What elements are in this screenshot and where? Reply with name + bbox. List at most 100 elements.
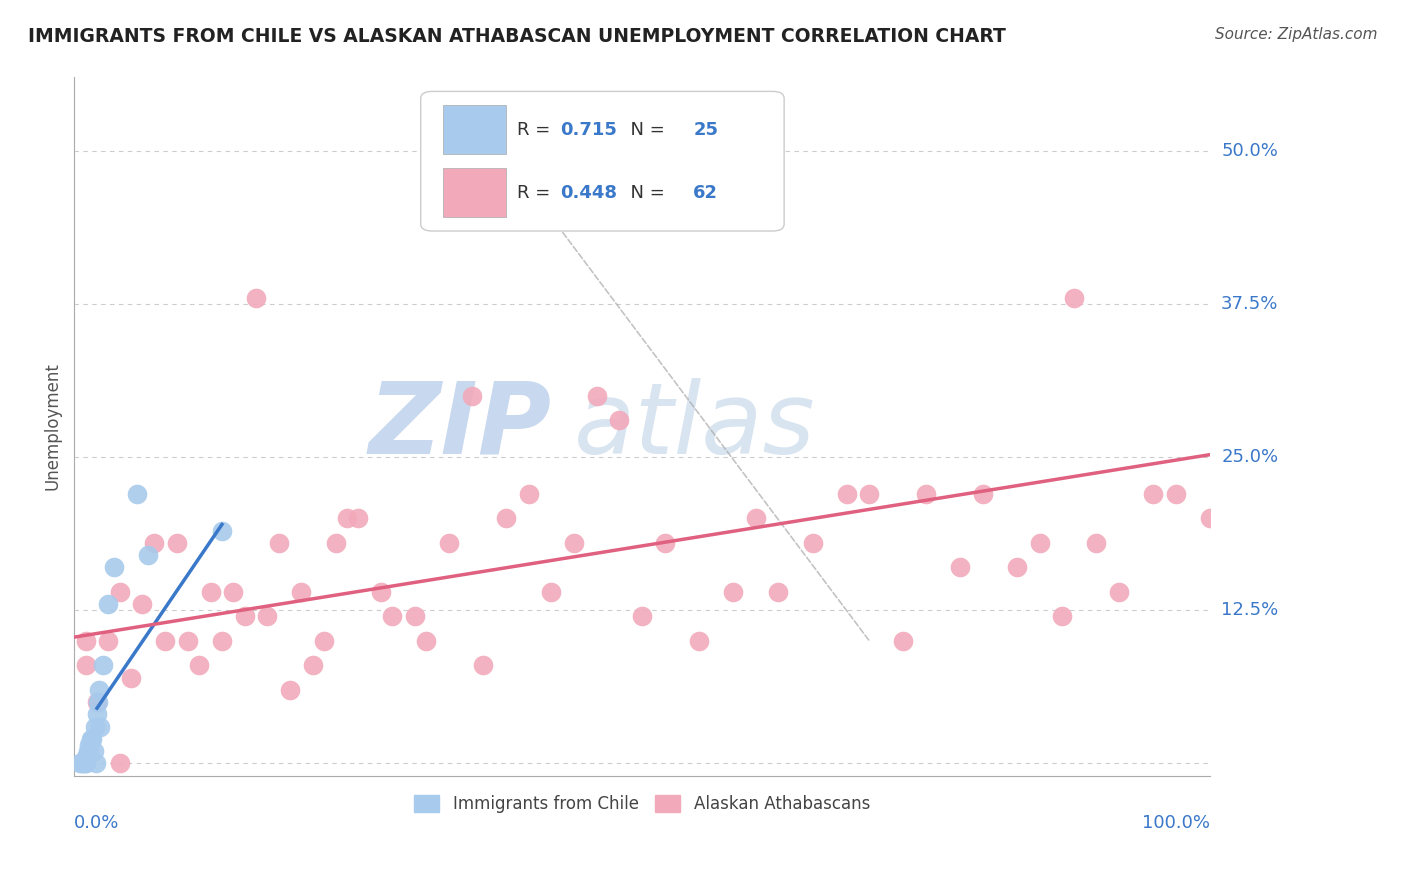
- FancyBboxPatch shape: [443, 105, 506, 154]
- Point: [301, 658, 323, 673]
- Point: [381, 609, 404, 624]
- Text: R =: R =: [517, 120, 557, 139]
- Point: [1085, 536, 1108, 550]
- Text: 0.448: 0.448: [561, 184, 617, 202]
- Text: 25: 25: [693, 120, 718, 139]
- Point: [89, 682, 111, 697]
- Point: [893, 633, 915, 648]
- Point: [1028, 536, 1050, 550]
- FancyBboxPatch shape: [420, 91, 785, 231]
- Point: [245, 291, 267, 305]
- Point: [801, 536, 824, 550]
- Point: [188, 658, 211, 673]
- Point: [86, 695, 108, 709]
- Text: IMMIGRANTS FROM CHILE VS ALASKAN ATHABASCAN UNEMPLOYMENT CORRELATION CHART: IMMIGRANTS FROM CHILE VS ALASKAN ATHABAS…: [28, 27, 1007, 45]
- Point: [77, 738, 100, 752]
- Point: [1108, 584, 1130, 599]
- Point: [1142, 487, 1164, 501]
- Point: [83, 719, 105, 733]
- Point: [75, 658, 97, 673]
- Text: ZIP: ZIP: [368, 378, 551, 475]
- Point: [858, 487, 880, 501]
- Point: [84, 756, 107, 771]
- Point: [949, 560, 972, 574]
- Point: [768, 584, 790, 599]
- Point: [75, 756, 97, 771]
- Point: [153, 633, 176, 648]
- Point: [1052, 609, 1074, 624]
- Point: [82, 731, 104, 746]
- Point: [1005, 560, 1028, 574]
- Point: [290, 584, 312, 599]
- Point: [120, 671, 142, 685]
- Point: [1063, 291, 1085, 305]
- Point: [654, 536, 676, 550]
- Point: [472, 658, 495, 673]
- Point: [69, 756, 91, 771]
- Point: [77, 744, 100, 758]
- Text: N =: N =: [620, 120, 671, 139]
- Point: [461, 389, 484, 403]
- Point: [72, 756, 94, 771]
- Point: [585, 389, 607, 403]
- Text: 100.0%: 100.0%: [1142, 814, 1211, 832]
- Point: [233, 609, 256, 624]
- Point: [495, 511, 517, 525]
- Point: [256, 609, 278, 624]
- Point: [200, 584, 222, 599]
- Text: 12.5%: 12.5%: [1222, 601, 1278, 619]
- Point: [142, 536, 165, 550]
- Point: [108, 584, 131, 599]
- Text: 37.5%: 37.5%: [1222, 295, 1278, 313]
- Text: 50.0%: 50.0%: [1222, 142, 1278, 160]
- Point: [404, 609, 426, 624]
- Point: [540, 584, 562, 599]
- Point: [97, 597, 120, 611]
- Point: [314, 633, 336, 648]
- Point: [721, 584, 744, 599]
- Point: [211, 524, 233, 538]
- Legend: Immigrants from Chile, Alaskan Athabascans: Immigrants from Chile, Alaskan Athabasca…: [408, 788, 877, 820]
- FancyBboxPatch shape: [443, 169, 506, 217]
- Point: [278, 682, 301, 697]
- Point: [73, 756, 96, 771]
- Point: [915, 487, 938, 501]
- Text: 0.715: 0.715: [561, 120, 617, 139]
- Point: [86, 707, 108, 722]
- Text: atlas: atlas: [574, 378, 815, 475]
- Point: [325, 536, 347, 550]
- Text: R =: R =: [517, 184, 557, 202]
- Point: [370, 584, 392, 599]
- Point: [972, 487, 994, 501]
- Point: [745, 511, 768, 525]
- Point: [125, 487, 148, 501]
- Point: [83, 744, 105, 758]
- Point: [131, 597, 153, 611]
- Text: 0.0%: 0.0%: [75, 814, 120, 832]
- Point: [336, 511, 359, 525]
- Point: [267, 536, 290, 550]
- Point: [437, 536, 460, 550]
- Point: [80, 731, 103, 746]
- Text: N =: N =: [620, 184, 671, 202]
- Point: [347, 511, 370, 525]
- Point: [91, 658, 114, 673]
- Point: [89, 719, 111, 733]
- Point: [1199, 511, 1222, 525]
- Point: [562, 536, 585, 550]
- Point: [103, 560, 125, 574]
- Point: [72, 756, 94, 771]
- Point: [1164, 487, 1187, 501]
- Point: [108, 756, 131, 771]
- Point: [631, 609, 654, 624]
- Point: [517, 487, 540, 501]
- Point: [688, 633, 710, 648]
- Point: [166, 536, 188, 550]
- Point: [136, 548, 159, 562]
- Point: [415, 633, 437, 648]
- Point: [76, 750, 98, 764]
- Point: [222, 584, 245, 599]
- Point: [75, 633, 97, 648]
- Point: [835, 487, 858, 501]
- Text: 25.0%: 25.0%: [1222, 448, 1278, 467]
